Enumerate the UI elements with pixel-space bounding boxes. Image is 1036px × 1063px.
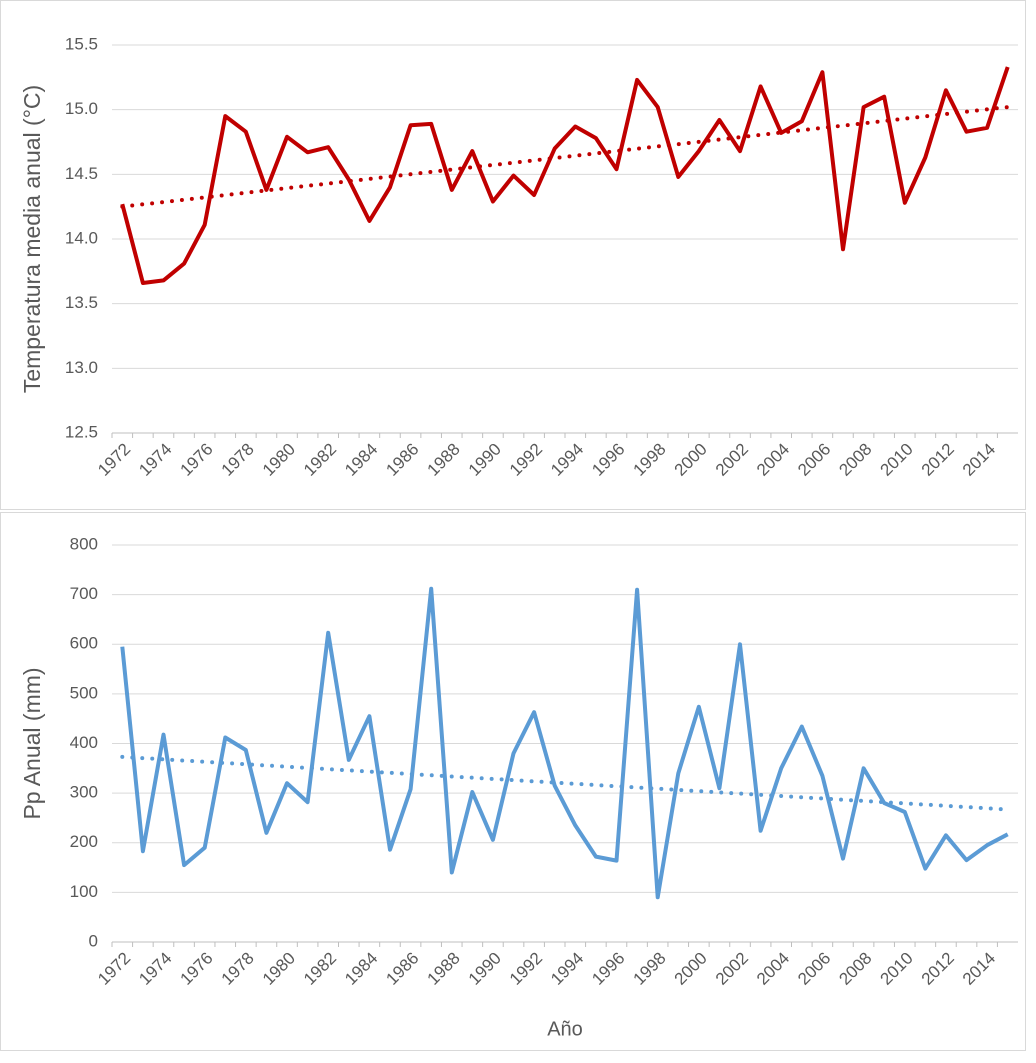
y-tick-label: 14.0 <box>65 228 98 247</box>
x-tick-label: 2006 <box>794 440 834 480</box>
x-tick-label: 1998 <box>629 949 669 989</box>
trend-line <box>120 105 1010 209</box>
x-tick-label: 1978 <box>218 949 258 989</box>
x-tick-label: 1978 <box>218 440 258 480</box>
x-tick-label: 1982 <box>300 949 340 989</box>
y-axis-title: Temperatura media anual (°C) <box>19 85 45 393</box>
y-tick-label: 600 <box>70 634 98 653</box>
x-tick-label: 2008 <box>835 440 875 480</box>
x-tick-label: 2010 <box>877 949 917 989</box>
x-tick-label: 2008 <box>835 949 875 989</box>
trend-line <box>120 754 1010 812</box>
x-tick-label: 1980 <box>259 440 299 480</box>
x-tick-label: 1990 <box>465 440 505 480</box>
x-tick-label: 1972 <box>94 949 134 989</box>
panel-border <box>0 0 1026 510</box>
x-tick-label: 2010 <box>877 440 917 480</box>
x-tick-label: 2002 <box>712 949 752 989</box>
y-tick-label: 500 <box>70 683 98 702</box>
data-line <box>120 586 1009 900</box>
x-tick-label: 1990 <box>465 949 505 989</box>
y-tick-label: 300 <box>70 783 98 802</box>
x-tick-label: 2014 <box>959 949 999 989</box>
x-tick-label: 2012 <box>918 949 958 989</box>
y-axis-title: Pp Anual (mm) <box>19 667 45 819</box>
x-tick-label: 1986 <box>382 949 422 989</box>
x-tick-label: 1998 <box>629 440 669 480</box>
y-tick-label: 0 <box>89 931 98 950</box>
x-tick-label: 1972 <box>94 440 134 480</box>
y-tick-label: 700 <box>70 584 98 603</box>
y-tick-label: 13.0 <box>65 358 98 377</box>
x-tick-label: 2014 <box>959 440 999 480</box>
x-tick-label: 2004 <box>753 440 793 480</box>
y-tick-label: 15.0 <box>65 99 98 118</box>
x-tick-label: 1994 <box>547 440 587 480</box>
x-tick-label: 2000 <box>671 949 711 989</box>
panel-border <box>0 512 1026 1051</box>
y-tick-label: 400 <box>70 733 98 752</box>
x-tick-label: 2002 <box>712 440 752 480</box>
x-tick-label: 1976 <box>176 440 216 480</box>
x-tick-label: 1984 <box>341 440 381 480</box>
x-axis-title: Año <box>547 1018 583 1040</box>
x-tick-label: 2000 <box>671 440 711 480</box>
x-tick-label: 1996 <box>588 440 628 480</box>
data-line <box>120 66 1010 285</box>
x-tick-label: 2004 <box>753 949 793 989</box>
y-tick-label: 800 <box>70 534 98 553</box>
y-tick-label: 200 <box>70 832 98 851</box>
y-tick-label: 15.5 <box>65 34 98 53</box>
x-tick-label: 1974 <box>135 440 175 480</box>
y-tick-label: 100 <box>70 882 98 901</box>
x-tick-label: 1980 <box>259 949 299 989</box>
x-tick-label: 1986 <box>382 440 422 480</box>
y-tick-label: 12.5 <box>65 422 98 441</box>
x-tick-label: 2006 <box>794 949 834 989</box>
x-tick-label: 1992 <box>506 440 546 480</box>
x-tick-label: 2012 <box>918 440 958 480</box>
x-tick-label: 1984 <box>341 949 381 989</box>
x-tick-label: 1996 <box>588 949 628 989</box>
x-tick-label: 1976 <box>176 949 216 989</box>
x-tick-label: 1994 <box>547 949 587 989</box>
x-tick-label: 1988 <box>424 949 464 989</box>
x-tick-label: 1992 <box>506 949 546 989</box>
y-tick-label: 13.5 <box>65 293 98 312</box>
x-tick-label: 1988 <box>424 440 464 480</box>
x-tick-label: 1982 <box>300 440 340 480</box>
y-tick-label: 14.5 <box>65 164 98 183</box>
x-tick-label: 1974 <box>135 949 175 989</box>
